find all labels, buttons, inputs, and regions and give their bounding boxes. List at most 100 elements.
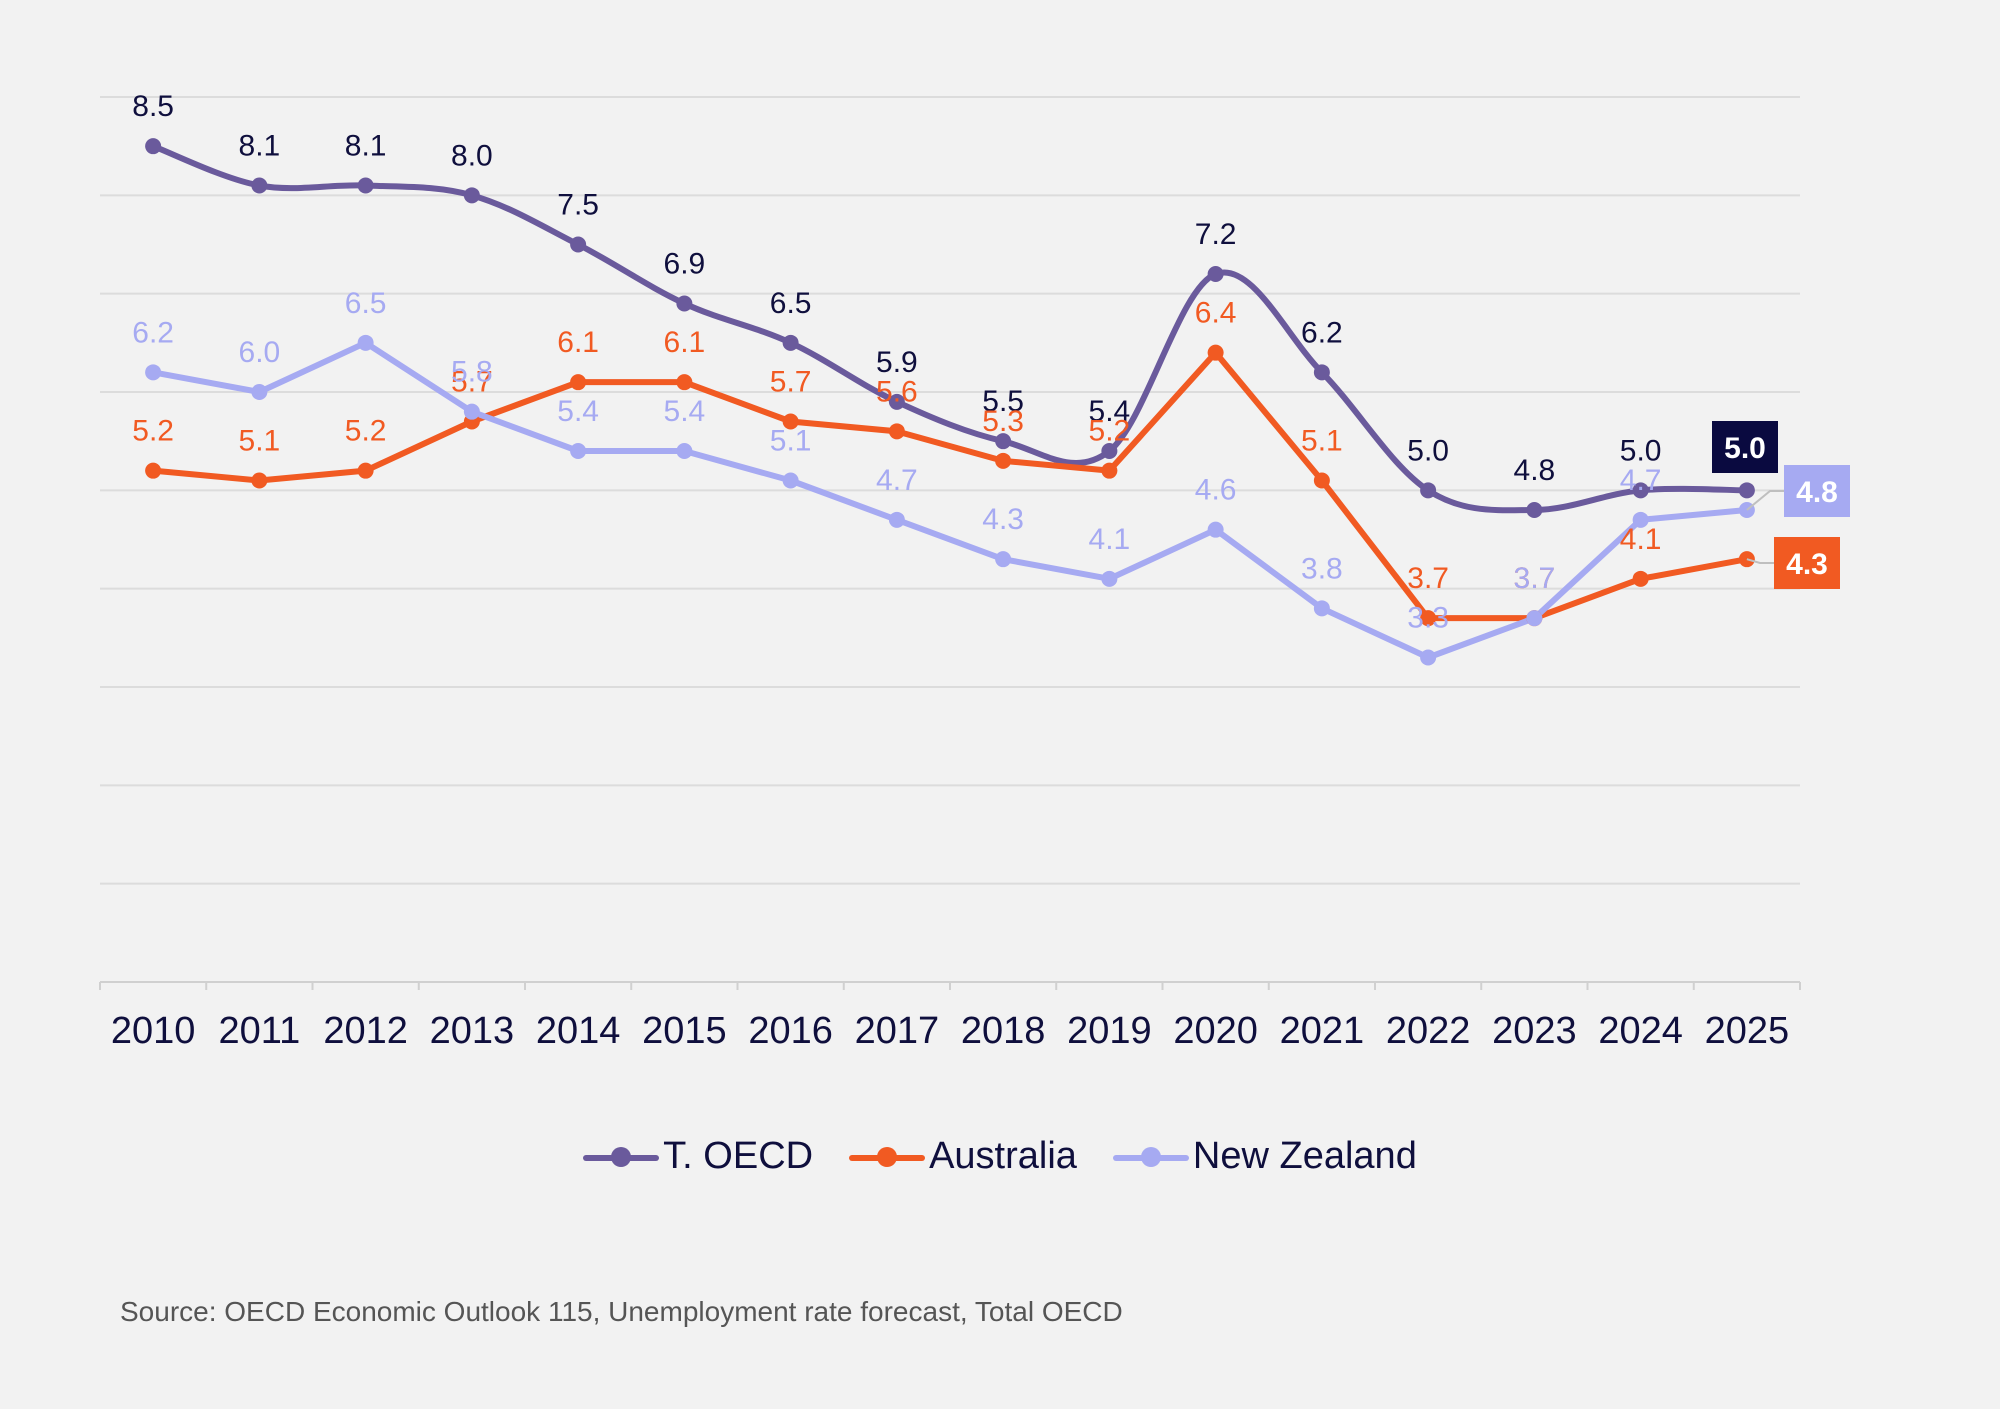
data-point-new-zealand[interactable] xyxy=(1632,511,1649,528)
data-point-oecd[interactable] xyxy=(1101,443,1118,459)
data-point-australia[interactable] xyxy=(676,374,693,391)
x-tick-label: 2020 xyxy=(1173,1010,1258,1052)
data-point-australia[interactable] xyxy=(251,472,268,489)
data-point-australia[interactable] xyxy=(995,452,1012,469)
data-point-australia[interactable] xyxy=(357,462,374,479)
x-tick-label: 2019 xyxy=(1067,1010,1152,1052)
data-point-oecd[interactable] xyxy=(145,138,162,155)
x-tick-label: 2021 xyxy=(1280,1010,1365,1052)
data-point-new-zealand[interactable] xyxy=(1101,570,1118,587)
data-label-new-zealand: 6.5 xyxy=(345,287,387,320)
data-point-oecd[interactable] xyxy=(1207,266,1224,282)
x-tick-label: 2017 xyxy=(855,1010,940,1052)
data-point-oecd[interactable] xyxy=(676,295,693,312)
data-point-new-zealand[interactable] xyxy=(995,551,1012,568)
legend-item-australia[interactable]: Australia xyxy=(849,1135,1077,1178)
data-point-oecd[interactable] xyxy=(251,177,268,194)
data-label-oecd: 7.5 xyxy=(557,189,599,222)
data-label-new-zealand: 6.0 xyxy=(239,336,281,369)
data-point-new-zealand[interactable] xyxy=(888,511,905,528)
data-point-new-zealand[interactable] xyxy=(251,384,268,400)
data-point-australia[interactable] xyxy=(1420,610,1437,627)
data-label-australia: 6.1 xyxy=(557,326,599,359)
x-axis: 2010 2011 2012 2013 2014 2015 2016 2017 2018 2019… xyxy=(99,982,1801,1052)
x-tick-label: 2016 xyxy=(748,1010,833,1052)
legend-item-new-zealand[interactable]: New Zealand xyxy=(1112,1135,1417,1178)
grid-lines xyxy=(100,96,1800,983)
data-point-oecd[interactable] xyxy=(1632,482,1649,499)
data-point-new-zealand[interactable] xyxy=(1526,610,1543,627)
data-point-new-zealand[interactable] xyxy=(1313,600,1330,617)
data-point-new-zealand[interactable] xyxy=(1420,649,1437,666)
data-point-australia[interactable] xyxy=(1207,344,1224,361)
data-label-new-zealand: 5.4 xyxy=(557,395,599,428)
data-label-new-zealand: 5.8 xyxy=(451,356,493,389)
data-label-australia: 5.2 xyxy=(1089,415,1131,448)
data-point-new-zealand[interactable] xyxy=(676,443,693,459)
data-label-australia: 5.7 xyxy=(451,366,493,399)
data-point-oecd[interactable] xyxy=(995,433,1012,450)
data-point-new-zealand[interactable] xyxy=(145,364,162,381)
badge-leader-australia xyxy=(1746,558,1774,564)
data-label-australia: 5.1 xyxy=(1301,425,1343,458)
data-label-new-zealand: 3.7 xyxy=(1514,562,1556,595)
data-point-oecd[interactable] xyxy=(463,187,480,204)
series-line-new-zealand xyxy=(150,339,1750,661)
series-line-australia xyxy=(150,349,1750,622)
data-point-oecd[interactable] xyxy=(888,393,905,410)
x-tick-label: 2013 xyxy=(430,1010,515,1052)
data-label-new-zealand: 4.6 xyxy=(1195,474,1237,507)
data-label-australia: 5.2 xyxy=(132,415,174,448)
data-point-australia[interactable] xyxy=(145,462,162,479)
data-label-australia: 5.7 xyxy=(770,366,812,399)
data-label-australia: 3.7 xyxy=(1407,562,1449,595)
data-label-new-zealand: 5.4 xyxy=(664,395,706,428)
data-label-oecd: 8.1 xyxy=(345,130,387,163)
legend-swatch-new-zealand xyxy=(1112,1142,1189,1172)
data-label-new-zealand: 6.2 xyxy=(132,316,174,349)
data-label-oecd: 6.5 xyxy=(770,287,812,320)
data-point-new-zealand[interactable] xyxy=(782,472,799,489)
data-label-oecd: 8.0 xyxy=(451,139,493,172)
data-point-oecd[interactable] xyxy=(1738,482,1755,499)
data-point-new-zealand[interactable] xyxy=(463,403,480,420)
data-label-oecd: 5.9 xyxy=(876,346,918,379)
data-label-australia: 5.3 xyxy=(982,405,1024,438)
data-point-new-zealand[interactable] xyxy=(357,334,374,351)
data-point-australia[interactable] xyxy=(570,374,587,391)
data-point-australia[interactable] xyxy=(1632,570,1649,587)
data-point-oecd[interactable] xyxy=(782,334,799,351)
x-tick-label: 2023 xyxy=(1492,1010,1577,1052)
series-line-oecd xyxy=(150,143,1750,514)
data-label-new-zealand: 3.3 xyxy=(1407,602,1449,635)
data-label-new-zealand: 5.1 xyxy=(770,425,812,458)
legend-swatch-oecd xyxy=(583,1142,660,1172)
data-point-australia[interactable] xyxy=(782,413,799,430)
x-tick-label: 2024 xyxy=(1598,1010,1683,1052)
data-point-oecd[interactable] xyxy=(1420,482,1437,499)
data-point-australia[interactable] xyxy=(1101,462,1118,479)
x-tick-label: 2014 xyxy=(536,1010,621,1052)
data-point-oecd[interactable] xyxy=(357,177,374,194)
data-point-australia[interactable] xyxy=(1313,472,1330,489)
x-tick-label: 2015 xyxy=(642,1010,727,1052)
data-point-australia[interactable] xyxy=(888,423,905,440)
data-point-new-zealand[interactable] xyxy=(1207,521,1224,538)
data-label-australia: 6.1 xyxy=(664,326,706,359)
data-label-oecd: 8.5 xyxy=(132,90,174,123)
data-label-australia: 6.4 xyxy=(1195,297,1237,330)
data-label-australia: 3.7 xyxy=(1514,562,1556,595)
data-label-oecd: 5.4 xyxy=(1089,395,1131,428)
end-badge-australia xyxy=(1774,537,1840,589)
data-point-oecd[interactable] xyxy=(1313,364,1330,381)
legend-label-australia: Australia xyxy=(929,1135,1077,1177)
data-point-new-zealand[interactable] xyxy=(570,443,587,459)
end-badge-label-oecd: 5.0 xyxy=(1724,432,1766,465)
data-label-new-zealand: 4.7 xyxy=(1620,464,1662,497)
legend-label-oecd: T. OECD xyxy=(663,1135,814,1177)
data-point-oecd[interactable] xyxy=(570,236,587,253)
end-badge-label-new-zealand: 4.8 xyxy=(1796,476,1838,509)
data-point-oecd[interactable] xyxy=(1526,502,1543,518)
legend-item-oecd[interactable]: T. OECD xyxy=(583,1135,813,1178)
